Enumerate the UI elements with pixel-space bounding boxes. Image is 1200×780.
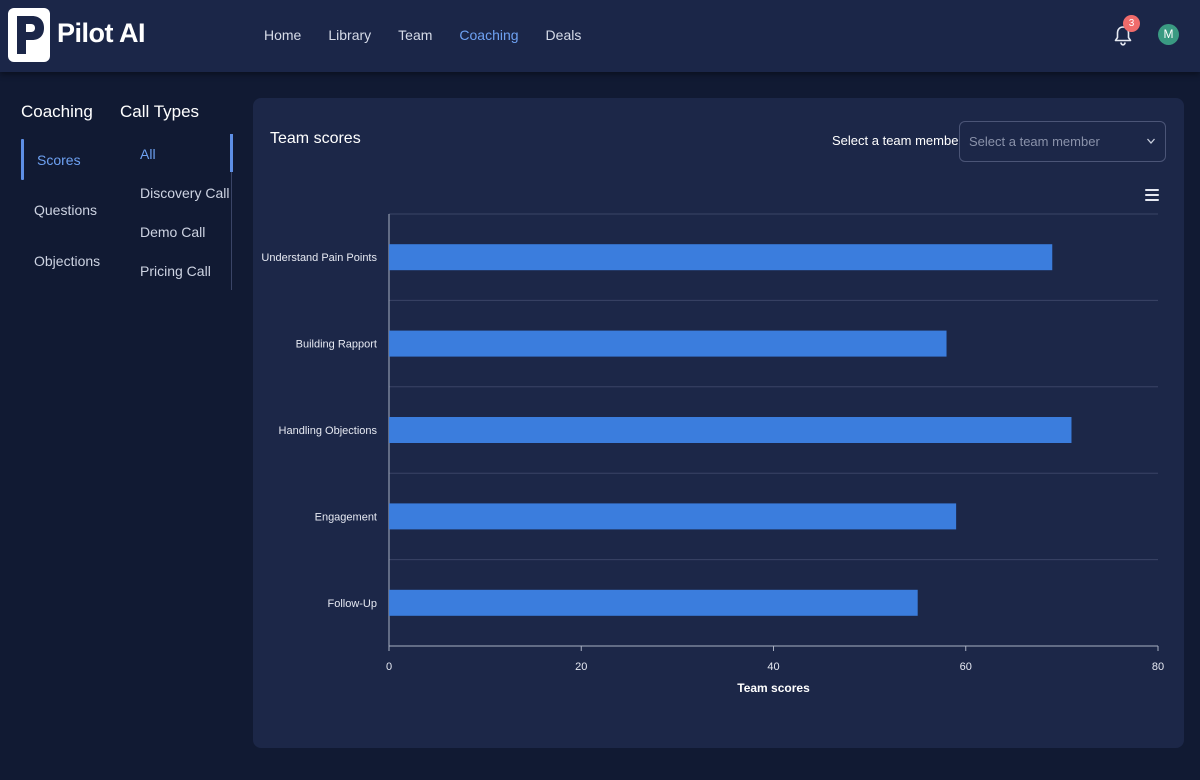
sidebar-item-questions[interactable]: Questions: [34, 202, 98, 218]
call-type-pricing[interactable]: Pricing Call: [140, 263, 211, 279]
chevron-down-icon: [1147, 138, 1155, 144]
call-types-title: Call Types: [120, 102, 200, 121]
x-tick-label: 40: [767, 661, 779, 673]
bar-chart: 0 20 40 60 80 Understand Pain Points Building …: [261, 213, 1164, 695]
sidebar-item-scores[interactable]: Scores: [37, 152, 81, 168]
nav-coaching[interactable]: Coaching: [459, 27, 519, 43]
category-label: Building Rapport: [296, 339, 377, 351]
call-type-demo[interactable]: Demo Call: [140, 224, 206, 240]
call-types-divider: [231, 134, 232, 290]
logo-icon[interactable]: [8, 8, 50, 62]
category-label: Engagement: [315, 511, 377, 523]
team-member-select[interactable]: Select a team member: [959, 121, 1166, 162]
bar: [389, 244, 1053, 271]
nav-library[interactable]: Library: [328, 27, 372, 43]
main-nav: Home Library Team Coaching Deals: [264, 27, 608, 43]
nav-deals[interactable]: Deals: [545, 27, 582, 43]
nav-home[interactable]: Home: [264, 27, 302, 43]
category-label: Follow-Up: [327, 598, 377, 610]
bar: [389, 503, 957, 530]
app-name: Pilot AI: [57, 18, 146, 48]
top-bar: Pilot AI Home Library Team Coaching Deal…: [0, 0, 1200, 72]
nav-team[interactable]: Team: [398, 27, 433, 43]
category-label: Handling Objections: [279, 425, 378, 437]
bar: [389, 417, 1072, 443]
x-axis-title: Team scores: [737, 681, 810, 695]
sidebar-item-objections[interactable]: Objections: [34, 253, 101, 269]
scores-panel: Team scores Select a team member : Selec…: [253, 98, 1184, 748]
call-type-all[interactable]: All: [140, 146, 156, 162]
call-type-active-indicator: [230, 134, 233, 172]
active-indicator: [21, 139, 24, 180]
panel-title: Team scores: [270, 130, 361, 147]
x-tick-label: 0: [386, 661, 392, 673]
bar: [389, 330, 947, 357]
coaching-title: Coaching: [21, 102, 93, 121]
select-label: Select a team member :: [832, 133, 970, 148]
select-placeholder: Select a team member: [969, 134, 1100, 149]
chart-menu-icon[interactable]: [1145, 189, 1159, 201]
x-tick-label: 20: [575, 661, 587, 673]
avatar[interactable]: M: [1158, 24, 1179, 45]
x-tick-label: 60: [960, 661, 972, 673]
category-label: Understand Pain Points: [261, 252, 377, 264]
x-tick-label: 80: [1152, 661, 1164, 673]
call-type-discovery[interactable]: Discovery Call: [140, 185, 230, 201]
notification-badge: 3: [1123, 15, 1140, 32]
bar: [389, 589, 918, 616]
